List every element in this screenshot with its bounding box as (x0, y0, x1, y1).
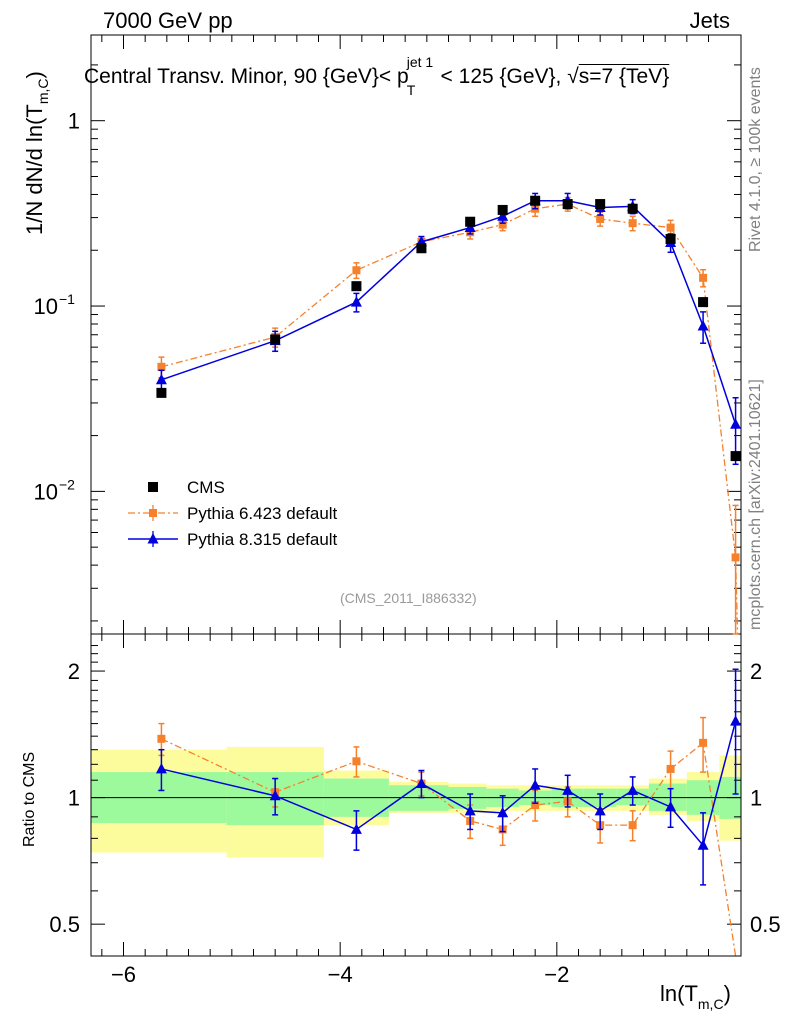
cms-data-point (665, 233, 676, 244)
pythia6-ratio-point (531, 801, 540, 810)
pythia8-ratio-point (350, 823, 362, 834)
sqrt-symbol: √ (567, 65, 579, 88)
cms-data-point (627, 203, 638, 214)
pythia8-ratio-point (497, 806, 509, 818)
ratio-tick-label-left: 0.5 (49, 912, 80, 937)
x-tick-label: −4 (328, 962, 353, 987)
y-axis-label-sub: m,C (35, 78, 51, 105)
x-axis-label: ln(Tm,C) (660, 981, 731, 1012)
cms-data-point (530, 195, 541, 206)
plot-title-prefix: Central Transv. Minor, 90 {GeV}< p (84, 65, 409, 88)
pythia6-ratio-point (699, 738, 708, 747)
pythia6-point (699, 273, 708, 282)
pythia8-point (155, 373, 167, 385)
pythia8-ratio-point (464, 804, 476, 816)
y-axis-label-main: 1/N dN/d ln(T (22, 104, 47, 235)
energy-label: 7000 GeV pp (103, 8, 233, 33)
pythia8-ratio-point (529, 779, 541, 790)
cms-data-point (156, 387, 167, 398)
pythia6-point (352, 266, 361, 275)
pythia8-ratio-point (562, 784, 574, 795)
ratio-tick-label-right: 1 (750, 786, 762, 811)
pythia8-point (350, 296, 362, 307)
pythia6-ratio-point (352, 757, 361, 766)
legend-marker-pythia6 (149, 509, 157, 517)
pythia8-ratio-point (594, 804, 606, 816)
pythia6-line-tail (734, 557, 739, 635)
legend-label: Pythia 6.423 default (187, 504, 338, 523)
pythia8-point (497, 210, 509, 221)
cms-data-point (595, 199, 606, 210)
legend-label: CMS (187, 478, 225, 497)
pythia8-point (730, 418, 742, 429)
pythia6-point (157, 362, 166, 371)
ratio-y-axis-label-text: Ratio to CMS (21, 751, 38, 847)
y-tick-label: 10 (34, 479, 58, 504)
pythia6-ratio-point (157, 734, 166, 743)
plot-title: Central Transv. Minor, 90 {GeV}< p jet 1… (84, 55, 670, 97)
cms-data-point (416, 243, 427, 254)
pythia8-ratio-point (155, 763, 167, 774)
pythia6-point (628, 219, 637, 228)
pythia6-point (596, 214, 605, 223)
ratio-tick-label-right: 0.5 (750, 912, 781, 937)
legend-marker-pythia8 (147, 533, 159, 544)
y-tick-label-exponent: −2 (59, 476, 75, 492)
x-axis-label-sub: m,C (697, 996, 724, 1012)
ratio-plot-frame (90, 633, 742, 957)
x-tick-label: −6 (111, 962, 136, 987)
x-axis-label-close: ) (723, 981, 731, 1006)
cms-data-point (497, 204, 508, 215)
ratio-tick-label-left: 1 (68, 786, 80, 811)
legend-marker-cms (148, 482, 158, 492)
category-label: Jets (689, 8, 730, 33)
ratio-tick-label-right: 2 (750, 659, 762, 684)
y-tick-label: 1 (68, 109, 80, 134)
pythia8-ratio-point (627, 784, 639, 795)
pythia8-ratio-point (415, 777, 427, 789)
pythia8-line (161, 199, 737, 425)
ratio-tick-label-left: 2 (68, 659, 80, 684)
pythia8-ratio-point (730, 715, 742, 726)
pythia8-point (464, 221, 476, 233)
pythia8-ratio-point (269, 789, 281, 801)
pythia6-point (666, 223, 675, 232)
plot-title-sup: jet 1 (406, 54, 434, 70)
cms-data-point (465, 216, 476, 227)
pythia8-point (697, 320, 709, 331)
cms-data-point (562, 199, 573, 210)
pythia6-ratio-point (628, 821, 637, 830)
y-tick-label-exponent: −1 (59, 291, 75, 307)
x-tick-label: −2 (544, 962, 569, 987)
cms-data-point (351, 281, 362, 292)
pythia6-point (731, 553, 740, 562)
pythia6-point (498, 220, 507, 229)
legend-label: Pythia 8.315 default (187, 530, 338, 549)
y-tick-label: 10 (34, 294, 58, 319)
analysis-id: (CMS_2011_I886332) (340, 590, 477, 606)
x-axis-label-main: ln(T (660, 981, 698, 1006)
cms-data-point (698, 297, 709, 308)
cms-data-point (270, 334, 281, 345)
plot-title-mid: < 125 {GeV}, (434, 65, 568, 88)
plot-title-energy: s=7 {TeV} (578, 65, 670, 88)
cms-data-point (730, 451, 741, 462)
pythia6-ratio-point (666, 764, 675, 773)
pythia8-ratio-point (697, 839, 709, 850)
plot-title-sub: T (406, 82, 416, 98)
pythia8-ratio-point (665, 801, 677, 812)
